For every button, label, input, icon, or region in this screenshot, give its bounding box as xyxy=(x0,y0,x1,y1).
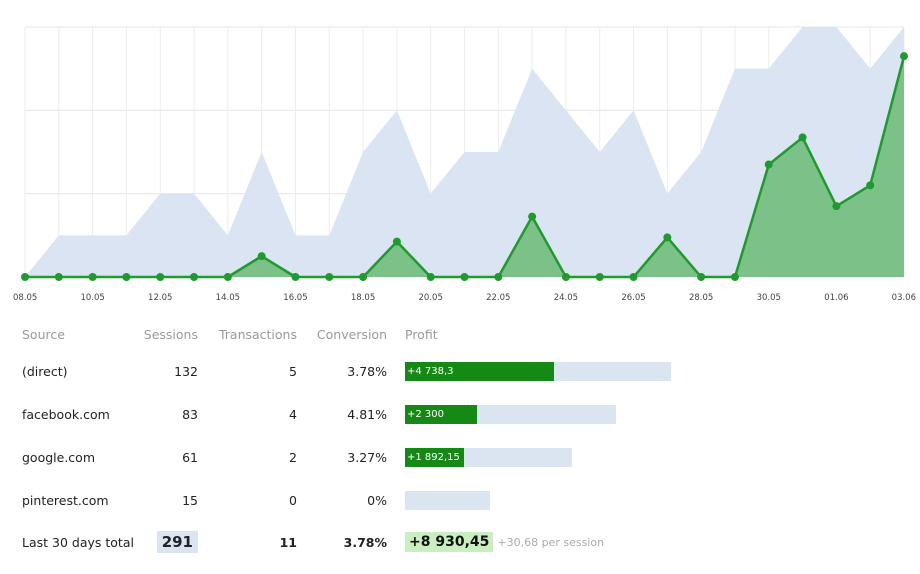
table-header-row: Source Sessions Transactions Conversion … xyxy=(22,318,835,350)
sessions-area xyxy=(25,27,904,277)
profit-bar-track: +2 300 xyxy=(405,405,617,424)
x-tick-label: 01.06 xyxy=(824,293,848,303)
sessions-transactions-chart: 08.05 10.05 12.05 14.05 16.05 18.05 20.05 22.05… xyxy=(13,26,916,303)
profit-bar-fill: +2 300 xyxy=(405,405,478,424)
row-source: (direct) xyxy=(22,364,68,379)
data-point xyxy=(291,273,300,281)
data-point xyxy=(629,273,638,281)
data-point xyxy=(325,273,334,281)
data-point xyxy=(595,273,604,281)
data-point xyxy=(561,273,570,281)
data-point xyxy=(798,133,807,142)
x-tick-label: 14.05 xyxy=(216,293,240,303)
profit-bar-track: +4 738,3 xyxy=(405,362,671,381)
row-conversion: 0% xyxy=(367,493,387,508)
row-conversion: 4.81% xyxy=(347,407,387,422)
table-row: facebook.com 83 4 4.81% +2 300 xyxy=(22,393,835,436)
x-tick-label: 28.05 xyxy=(689,293,713,303)
data-point xyxy=(156,273,165,281)
data-point xyxy=(697,273,706,281)
header-transactions: Transactions xyxy=(218,326,297,342)
total-label: Last 30 days total xyxy=(22,534,134,550)
x-tick-label: 22.05 xyxy=(486,293,510,303)
x-tick-label: 26.05 xyxy=(621,293,645,303)
profit-bar-track xyxy=(405,491,491,510)
table-row: (direct) 132 5 3.78% +4 738,3 xyxy=(22,350,835,393)
row-source: pinterest.com xyxy=(22,493,109,508)
transactions-area xyxy=(25,56,904,277)
data-point xyxy=(663,233,672,242)
x-tick-label: 30.05 xyxy=(757,293,781,303)
data-point xyxy=(257,252,266,261)
row-source: facebook.com xyxy=(22,407,110,422)
profit-value: +1 892,15 xyxy=(407,452,460,463)
data-point xyxy=(88,273,97,281)
row-source: google.com xyxy=(22,450,95,465)
data-point xyxy=(494,273,503,281)
row-sessions: 15 xyxy=(182,493,198,508)
x-tick-label: 16.05 xyxy=(283,293,307,303)
total-profit: +8 930,45 xyxy=(405,532,494,552)
x-tick-label: 24.05 xyxy=(554,293,578,303)
total-sessions: 291 xyxy=(156,531,198,553)
data-point xyxy=(122,273,131,281)
total-transactions: 11 xyxy=(279,534,297,550)
data-point xyxy=(392,237,401,246)
data-point xyxy=(54,273,63,281)
row-conversion: 3.78% xyxy=(347,364,387,379)
table-row: google.com 61 2 3.27% +1 892,15 xyxy=(22,436,835,479)
data-point xyxy=(866,181,875,190)
profit-value: +2 300 xyxy=(407,409,445,420)
row-transactions: 4 xyxy=(289,407,297,422)
data-point xyxy=(900,52,908,61)
data-point xyxy=(764,160,773,169)
data-point xyxy=(21,273,29,281)
row-sessions: 83 xyxy=(182,407,198,422)
x-tick-label: 08.05 xyxy=(13,293,37,303)
data-point xyxy=(190,273,199,281)
row-transactions: 5 xyxy=(289,364,297,379)
table-row: pinterest.com 15 0 0% xyxy=(22,479,835,522)
x-tick-label: 20.05 xyxy=(419,293,443,303)
x-tick-label: 10.05 xyxy=(80,293,104,303)
profit-bar-fill: +4 738,3 xyxy=(405,362,554,381)
data-point xyxy=(426,273,435,281)
total-conversion: 3.78% xyxy=(343,534,387,550)
x-tick-label: 12.05 xyxy=(148,293,172,303)
profit-per-session: +30,68 per session xyxy=(497,536,605,549)
x-tick-label: 18.05 xyxy=(351,293,375,303)
profit-bar-fill: +1 892,15 xyxy=(405,448,465,467)
source-table: Source Sessions Transactions Conversion … xyxy=(22,318,835,562)
data-point xyxy=(832,202,841,211)
data-point xyxy=(460,273,469,281)
data-point xyxy=(528,212,537,221)
x-tick-label: 03.06 xyxy=(892,293,916,303)
data-point xyxy=(359,273,368,281)
header-conversion: Conversion xyxy=(316,326,387,342)
header-profit: Profit xyxy=(405,326,438,342)
row-transactions: 0 xyxy=(289,493,297,508)
profit-value: +4 738,3 xyxy=(407,366,454,377)
row-conversion: 3.27% xyxy=(347,450,387,465)
profit-bar-track: +1 892,15 xyxy=(405,448,572,467)
total-row: Last 30 days total 291 11 3.78% +8 930,4… xyxy=(22,522,835,562)
row-sessions: 132 xyxy=(174,364,198,379)
data-point xyxy=(223,273,232,281)
header-sessions: Sessions xyxy=(143,326,198,342)
row-sessions: 61 xyxy=(182,450,198,465)
data-point xyxy=(730,273,739,281)
header-source: Source xyxy=(22,326,65,342)
row-transactions: 2 xyxy=(289,450,297,465)
